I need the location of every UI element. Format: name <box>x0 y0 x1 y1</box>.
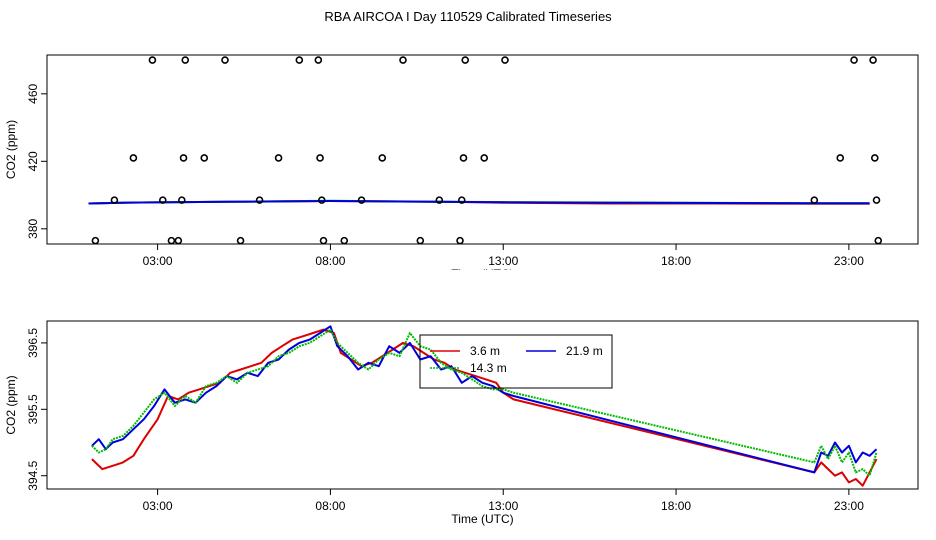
y-axis-label: CO2 (ppm) <box>4 375 18 434</box>
data-point <box>255 196 264 204</box>
co2-line-chart: 03:00 08:00 13:00 18:00 23:00 Time (UTC) 394.5… <box>4 320 919 526</box>
data-point <box>274 154 283 162</box>
x-tick-label: 03:00 <box>143 254 173 268</box>
data-point <box>836 154 845 162</box>
x-axis-label: Time (UTC) <box>451 267 513 270</box>
x-tick-label: 23:00 <box>834 254 864 268</box>
data-point <box>316 154 324 162</box>
data-point <box>850 56 858 64</box>
x-tick-label: 18:00 <box>661 254 691 268</box>
data-point <box>810 196 819 204</box>
x-tick-label: 13:00 <box>488 254 518 268</box>
data-point <box>869 56 877 64</box>
data-point <box>177 196 186 204</box>
x-tick-label: 03:00 <box>143 499 173 513</box>
legend-label: 3.6 m <box>470 344 500 358</box>
series-line-3 <box>91 328 878 477</box>
legend-box <box>419 334 613 389</box>
data-point <box>357 196 366 204</box>
data-point <box>174 236 183 244</box>
data-point <box>456 236 464 244</box>
plot-frame <box>46 320 919 490</box>
data-point <box>236 236 245 244</box>
y-tick-label: 420 <box>26 151 40 171</box>
data-point <box>501 56 509 64</box>
x-tick-label: 23:00 <box>834 499 864 513</box>
page-title: RBA AIRCOA I Day 110529 Calibrated Times… <box>324 9 612 24</box>
x-axis-label: Time (UTC) <box>451 512 513 526</box>
y-tick-label: 395.5 <box>26 394 40 424</box>
plot-area <box>91 325 878 487</box>
y-axis-label: CO2 (ppm) <box>4 120 18 179</box>
data-point <box>319 236 328 244</box>
legend-label: 21.9 m <box>566 344 603 358</box>
data-point <box>181 56 190 64</box>
data-point <box>221 56 229 64</box>
x-tick-label: 08:00 <box>315 499 345 513</box>
data-point <box>158 196 167 204</box>
x-tick-label: 08:00 <box>315 254 345 268</box>
data-point <box>461 56 470 64</box>
plot-area <box>88 56 883 244</box>
data-point <box>459 154 468 162</box>
data-point <box>870 154 879 162</box>
data-point <box>314 56 323 64</box>
data-point <box>457 196 466 204</box>
data-point <box>874 236 883 244</box>
data-point <box>416 236 425 244</box>
data-point <box>480 154 489 162</box>
y-tick-label: 394.5 <box>26 460 40 490</box>
series-line-3 <box>88 200 870 205</box>
x-tick-label: 18:00 <box>661 499 691 513</box>
data-point <box>378 154 387 162</box>
data-point <box>179 154 188 162</box>
data-point <box>399 56 407 64</box>
legend-label: 14.3 m <box>470 361 507 375</box>
data-point <box>295 56 304 64</box>
data-point <box>167 236 176 244</box>
data-point <box>317 196 326 204</box>
data-point <box>872 196 881 204</box>
data-point <box>200 154 209 162</box>
plot-frame <box>46 54 919 245</box>
x-tick-label: 13:00 <box>488 499 518 513</box>
y-tick-label: 396.5 <box>26 328 40 358</box>
data-point <box>435 196 444 204</box>
series-line-2 <box>91 325 878 474</box>
data-point <box>110 196 119 204</box>
data-point <box>129 154 138 162</box>
data-point <box>148 56 157 64</box>
y-tick-label: 380 <box>26 218 40 238</box>
co2-scatter-chart: 03:00 08:00 13:00 18:00 23:00 Time (UTC) 380 42… <box>4 54 919 270</box>
legend: 3.6 m 21.9 m 14.3 m <box>419 334 613 389</box>
y-tick-label: 460 <box>26 83 40 103</box>
data-point <box>340 236 349 244</box>
data-point <box>91 236 100 244</box>
